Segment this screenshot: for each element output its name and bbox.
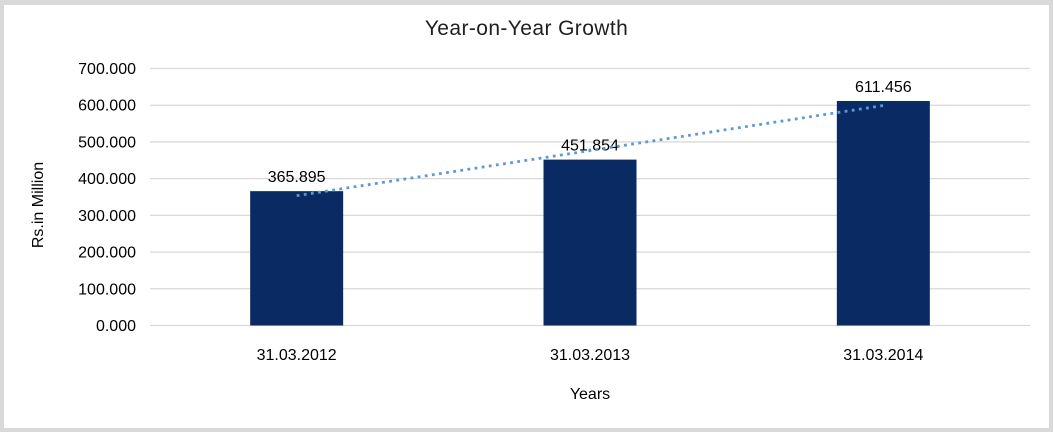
bar: [250, 191, 344, 326]
x-axis-title: Years: [569, 386, 611, 403]
trendline: [296, 104, 884, 198]
bar-value-label: 451.854: [561, 138, 619, 155]
y-tick-label: 100.000: [78, 281, 136, 298]
y-tick-label: 0.000: [96, 318, 136, 335]
bar-value-label: 365.895: [268, 169, 326, 186]
chart-title: Year-on-Year Growth: [424, 17, 629, 40]
x-category-label: 31.03.2012: [257, 347, 337, 364]
bar: [836, 101, 930, 326]
x-category-label: 31.03.2014: [843, 347, 923, 364]
y-tick-label: 600.000: [78, 98, 136, 115]
x-category-label: 31.03.2013: [550, 347, 630, 364]
y-tick-label: 200.000: [78, 245, 136, 262]
y-tick-label: 700.000: [78, 61, 136, 78]
y-tick-label: 400.000: [78, 171, 136, 188]
y-tick-label: 300.000: [78, 208, 136, 225]
bar: [543, 159, 637, 326]
y-tick-label: 500.000: [78, 134, 136, 151]
bar-value-label: 611.456: [855, 79, 912, 96]
